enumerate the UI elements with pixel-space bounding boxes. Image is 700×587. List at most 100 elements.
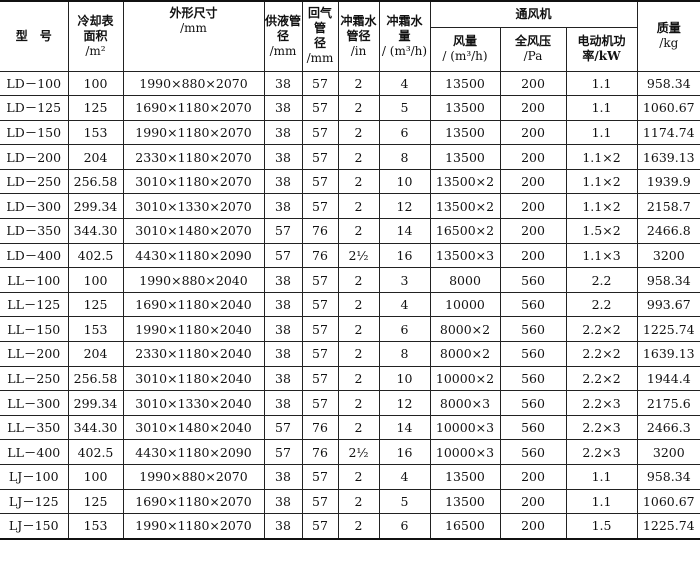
cell-area: 299.34	[67, 390, 124, 416]
header-fan-power: 电动机功 率/kW	[565, 26, 638, 72]
cell-dimensions: 3010×1480×2040	[122, 414, 265, 441]
cell-supply-pipe: 38	[263, 119, 303, 146]
cell-fan-power: 2.2	[565, 291, 638, 318]
cell-dimensions: 3010×1330×2040	[122, 390, 265, 416]
cell-area: 402.5	[67, 242, 124, 269]
cell-model: LD－100	[0, 70, 69, 97]
cell-dimensions: 1990×1180×2070	[122, 513, 265, 540]
cell-fan-pressure: 200	[499, 488, 567, 515]
table-body: LD－100 100 1990×880×2070 38 57 2 4 13500 200 1.1 9…	[0, 70, 700, 540]
cell-fan-power: 1.1	[565, 95, 638, 121]
header-text: 回气管	[307, 6, 332, 36]
header-fan: 通风机	[429, 0, 638, 28]
cell-fan-power: 2.2×3	[565, 439, 638, 465]
cell-fan-flow: 13500	[429, 95, 501, 121]
cell-fan-flow: 10000×3	[429, 439, 501, 465]
header-text: 风量	[452, 34, 477, 48]
cell-fan-power: 1.5	[565, 513, 638, 540]
cell-area: 204	[67, 144, 124, 170]
cell-defrost-flow: 14	[378, 414, 431, 441]
cell-mass: 2158.7	[636, 193, 700, 220]
cell-model: LD－150	[0, 119, 69, 146]
header-text: 冷却表	[77, 13, 114, 28]
cell-area: 204	[67, 341, 124, 367]
cell-dimensions: 3010×1180×2040	[122, 365, 265, 392]
header-model: 型 号	[0, 0, 69, 72]
cell-fan-power: 2.2×2	[565, 316, 638, 343]
cell-defrost-pipe: 2	[337, 488, 380, 515]
cell-dimensions: 1990×880×2070	[122, 464, 265, 490]
cell-dimensions: 3010×1330×2070	[122, 193, 265, 220]
header-unit: /mm	[306, 51, 334, 66]
cell-mass: 3200	[636, 242, 700, 269]
cell-defrost-flow: 16	[378, 439, 431, 465]
table-row: LJ－150 153 1990×1180×2070 38 57 2 6 16500 200 1.5…	[0, 513, 700, 540]
header-defrost-pipe: 冲霜水 管径/in	[337, 0, 380, 72]
cell-defrost-pipe: 2	[337, 144, 380, 170]
cell-return-pipe: 57	[301, 390, 339, 416]
cell-return-pipe: 57	[301, 341, 339, 367]
cell-mass: 1060.67	[636, 95, 700, 121]
cell-fan-pressure: 200	[499, 168, 567, 195]
cell-fan-pressure: 560	[499, 267, 567, 293]
cell-dimensions: 2330×1180×2040	[122, 341, 265, 367]
cell-fan-pressure: 560	[499, 390, 567, 416]
cell-mass: 993.67	[636, 291, 700, 318]
cell-defrost-flow: 14	[378, 218, 431, 244]
cell-area: 402.5	[67, 439, 124, 465]
cell-fan-power: 1.1	[565, 488, 638, 515]
cell-fan-pressure: 560	[499, 291, 567, 318]
cell-return-pipe: 57	[301, 365, 339, 392]
cell-fan-flow: 13500	[429, 144, 501, 170]
cell-fan-flow: 8000×3	[429, 390, 501, 416]
cell-area: 125	[67, 488, 124, 515]
cell-model: LD－400	[0, 242, 69, 269]
cell-defrost-pipe: 2	[337, 414, 380, 441]
cell-defrost-pipe: 2	[337, 267, 380, 293]
cell-area: 299.34	[67, 193, 124, 220]
cell-model: LD－125	[0, 95, 69, 121]
cell-area: 256.58	[67, 365, 124, 392]
cell-return-pipe: 57	[301, 316, 339, 343]
table-row: LL－250 256.58 3010×1180×2040 38 57 2 10 10000×2…	[0, 365, 700, 392]
cell-mass: 1174.74	[636, 119, 700, 146]
table-row: LJ－125 125 1690×1180×2070 38 57 2 5 13500 200 1.1…	[0, 488, 700, 515]
header-text: 质量	[656, 21, 681, 36]
cell-area: 153	[67, 119, 124, 146]
table-row: LD－250 256.58 3010×1180×2070 38 57 2 10 13500×2…	[0, 168, 700, 195]
cell-dimensions: 1990×1180×2070	[122, 119, 265, 146]
header-mass: 质量/kg	[636, 0, 700, 72]
cell-fan-pressure: 560	[499, 414, 567, 441]
cell-supply-pipe: 38	[263, 267, 303, 293]
cell-defrost-flow: 10	[378, 168, 431, 195]
cell-model: LL－100	[0, 267, 69, 293]
header-unit: / (m³/h)	[381, 43, 428, 58]
header-unit: /Pa	[523, 49, 543, 63]
table-row: LD－100 100 1990×880×2070 38 57 2 4 13500 200 1.1 9…	[0, 70, 700, 97]
cell-fan-power: 2.2×3	[565, 414, 638, 441]
cell-area: 100	[67, 70, 124, 97]
cell-dimensions: 1990×880×2070	[122, 70, 265, 97]
cell-model: LL－150	[0, 316, 69, 343]
cell-return-pipe: 76	[301, 439, 339, 465]
cell-return-pipe: 76	[301, 218, 339, 244]
cell-defrost-pipe: 2	[337, 341, 380, 367]
cell-dimensions: 1690×1180×2070	[122, 95, 265, 121]
cell-return-pipe: 57	[301, 168, 339, 195]
spec-table: 型 号 冷却表 面积/m² 外形尺寸/mm 供液管径/mm 回气管径/mm 冲霜水…	[0, 0, 700, 540]
cell-defrost-pipe: 2	[337, 316, 380, 343]
cell-model: LL－250	[0, 365, 69, 392]
cell-dimensions: 1990×880×2040	[122, 267, 265, 293]
cell-supply-pipe: 38	[263, 291, 303, 318]
cell-mass: 1939.9	[636, 168, 700, 195]
cell-supply-pipe: 38	[263, 70, 303, 97]
cell-model: LD－250	[0, 168, 69, 195]
cell-model: LJ－150	[0, 513, 69, 540]
header-unit: /in	[350, 43, 367, 58]
cell-defrost-flow: 6	[378, 513, 431, 540]
header-text: 外形尺寸	[169, 6, 218, 20]
header-dims: 外形尺寸/mm	[122, 0, 265, 72]
table-header: 型 号 冷却表 面积/m² 外形尺寸/mm 供液管径/mm 回气管径/mm 冲霜水…	[0, 0, 700, 72]
header-unit: /mm	[180, 21, 207, 35]
cell-dimensions: 1690×1180×2040	[122, 291, 265, 318]
